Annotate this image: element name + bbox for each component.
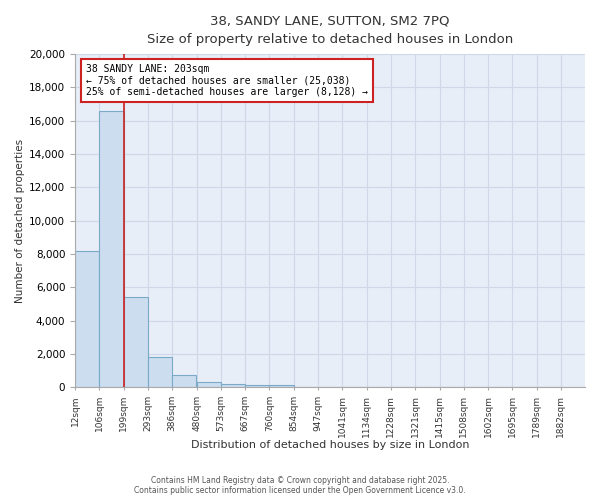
Bar xyxy=(148,356,172,388)
Y-axis label: Number of detached properties: Number of detached properties xyxy=(15,138,25,303)
X-axis label: Distribution of detached houses by size in London: Distribution of detached houses by size … xyxy=(191,440,469,450)
Bar xyxy=(124,298,148,388)
Bar xyxy=(197,382,221,388)
Bar xyxy=(75,251,99,388)
Text: 38 SANDY LANE: 203sqm
← 75% of detached houses are smaller (25,038)
25% of semi-: 38 SANDY LANE: 203sqm ← 75% of detached … xyxy=(86,64,368,98)
Text: Contains HM Land Registry data © Crown copyright and database right 2025.
Contai: Contains HM Land Registry data © Crown c… xyxy=(134,476,466,495)
Bar xyxy=(221,384,245,388)
Bar xyxy=(100,111,124,388)
Title: 38, SANDY LANE, SUTTON, SM2 7PQ
Size of property relative to detached houses in : 38, SANDY LANE, SUTTON, SM2 7PQ Size of … xyxy=(147,15,513,46)
Bar xyxy=(269,386,293,388)
Bar xyxy=(172,375,196,388)
Bar xyxy=(245,384,269,388)
